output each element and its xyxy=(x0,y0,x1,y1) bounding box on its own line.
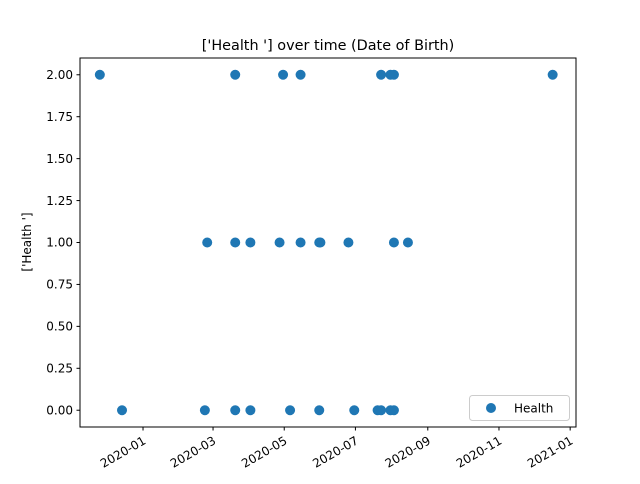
legend-label: Health xyxy=(514,402,553,416)
legend-box xyxy=(469,395,570,421)
data-point xyxy=(274,237,285,248)
data-point xyxy=(285,405,296,416)
data-point xyxy=(388,69,399,80)
y-tick-label: 0.75 xyxy=(46,278,73,292)
y-tick-label: 1.50 xyxy=(46,152,73,166)
y-axis-label: ['Health '] xyxy=(20,212,34,271)
legend: Health xyxy=(469,395,570,421)
y-tick-label: 1.00 xyxy=(46,236,73,250)
data-point xyxy=(199,405,210,416)
y-tick-label: 2.00 xyxy=(46,68,73,82)
data-point xyxy=(343,237,354,248)
data-point xyxy=(278,69,289,80)
y-tick-label: 0.00 xyxy=(46,403,73,417)
data-point xyxy=(245,405,256,416)
data-point xyxy=(94,69,105,80)
data-point xyxy=(230,237,241,248)
data-point xyxy=(295,69,306,80)
data-point xyxy=(388,237,399,248)
y-tick-label: 1.75 xyxy=(46,110,73,124)
data-point xyxy=(230,405,241,416)
data-point xyxy=(314,405,325,416)
data-points xyxy=(94,69,558,416)
data-point xyxy=(547,69,558,80)
y-tick-label: 0.50 xyxy=(46,320,73,334)
data-point xyxy=(295,237,306,248)
data-point xyxy=(245,237,256,248)
y-tick-label: 0.25 xyxy=(46,361,73,375)
y-tick-label: 1.25 xyxy=(46,194,73,208)
data-point xyxy=(315,237,326,248)
data-point xyxy=(117,405,128,416)
data-point xyxy=(402,237,413,248)
data-point xyxy=(376,69,387,80)
y-axis-ticks: 0.00 0.25 0.50 0.75 1.00 1.25 1.50 1.75 2.00 xyxy=(46,68,80,417)
data-point xyxy=(349,405,360,416)
data-point xyxy=(388,405,399,416)
data-point xyxy=(376,405,387,416)
data-point xyxy=(202,237,213,248)
data-point xyxy=(230,69,241,80)
plot-frame xyxy=(79,57,577,428)
legend-marker xyxy=(486,403,496,413)
chart-title: ['Health '] over time (Date of Birth) xyxy=(202,38,455,54)
